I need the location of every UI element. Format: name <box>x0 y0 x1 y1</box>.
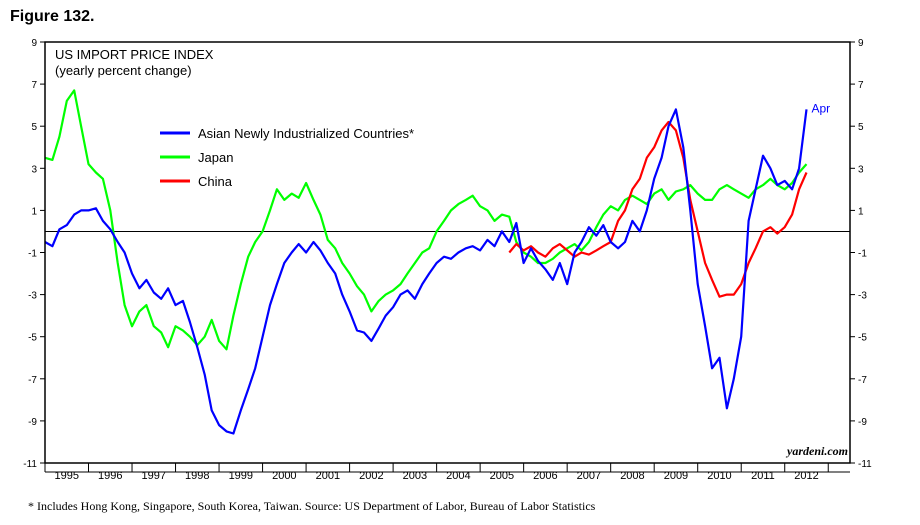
y-tick-label-right: 9 <box>858 38 864 49</box>
y-tick-label-left: -7 <box>28 375 37 386</box>
y-tick-label-right: -1 <box>858 249 867 260</box>
y-tick-label-right: 1 <box>858 206 864 217</box>
series-line-0 <box>44 108 808 435</box>
legend: Asian Newly Industrialized Countries* Jap… <box>160 126 414 189</box>
y-tick-label-left: 3 <box>31 164 37 175</box>
x-tick-label: 2009 <box>664 470 688 482</box>
x-tick-label: 2012 <box>794 470 818 482</box>
y-tick-label-left: -5 <box>28 333 37 344</box>
y-tick-label-left: 1 <box>31 206 37 217</box>
chart-subtitle: (yearly percent change) <box>55 63 192 78</box>
y-tick-label-right: 5 <box>858 122 864 133</box>
x-tick-label: 2010 <box>707 470 731 482</box>
chart: 9 9 7 7 5 5 3 3 1 1 -1 -1 -3 -3 -5 -5 -7 -7 -9 -9 -11 -11 1995… <box>23 38 872 482</box>
series-line-1 <box>44 89 808 351</box>
x-tick-label: 2003 <box>403 470 427 482</box>
chart-title: US IMPORT PRICE INDEX <box>55 47 214 62</box>
x-tick-label: 2007 <box>577 470 601 482</box>
y-tick-label-right: 3 <box>858 164 864 175</box>
plot-frame <box>44 41 851 464</box>
legend-label-2: China <box>198 174 233 189</box>
y-tick-label-left: 5 <box>31 122 37 133</box>
x-tick-label: 2011 <box>751 470 775 482</box>
x-tick-label: 2004 <box>446 470 470 482</box>
y-tick-label-left: -11 <box>23 459 37 470</box>
x-tick-label: 2002 <box>359 470 383 482</box>
legend-label-0: Asian Newly Industrialized Countries* <box>198 126 414 141</box>
x-tick-label: 2005 <box>490 470 514 482</box>
x-tick-label: 2008 <box>620 470 644 482</box>
series-line-2 <box>508 120 808 298</box>
x-tick-label: 1999 <box>229 470 253 482</box>
y-tick-label-right: -7 <box>858 375 867 386</box>
y-tick-label-right: 7 <box>858 80 864 91</box>
y-tick-label-right: -5 <box>858 333 867 344</box>
x-tick-label: 1996 <box>98 470 122 482</box>
y-tick-label-left: 9 <box>31 38 37 49</box>
x-tick-label: 1997 <box>142 470 166 482</box>
end-annotation: Apr <box>811 101 830 115</box>
y-tick-label-left: -1 <box>28 249 37 260</box>
legend-label-1: Japan <box>198 150 233 165</box>
y-tick-label-left: -3 <box>28 291 37 302</box>
axis-ticks: 9 9 7 7 5 5 3 3 1 1 -1 -1 -3 -3 -5 -5 -7 -7 -9 -9 -11 -11 1995… <box>23 38 872 482</box>
x-tick-label: 2001 <box>316 470 340 482</box>
x-tick-label: 2000 <box>272 470 296 482</box>
figure-label: Figure 132. <box>10 8 95 25</box>
footnote: * Includes Hong Kong, Singapore, South K… <box>28 499 596 513</box>
watermark: yardeni.com <box>785 444 848 458</box>
x-tick-label: 1995 <box>55 470 79 482</box>
y-tick-label-right: -9 <box>858 417 867 428</box>
x-tick-label: 2006 <box>533 470 557 482</box>
y-tick-label-left: -9 <box>28 417 37 428</box>
y-tick-label-left: 7 <box>31 80 37 91</box>
x-tick-label: 1998 <box>185 470 209 482</box>
y-tick-label-right: -11 <box>858 459 872 470</box>
y-tick-label-right: -3 <box>858 291 867 302</box>
series-layer <box>44 89 808 435</box>
